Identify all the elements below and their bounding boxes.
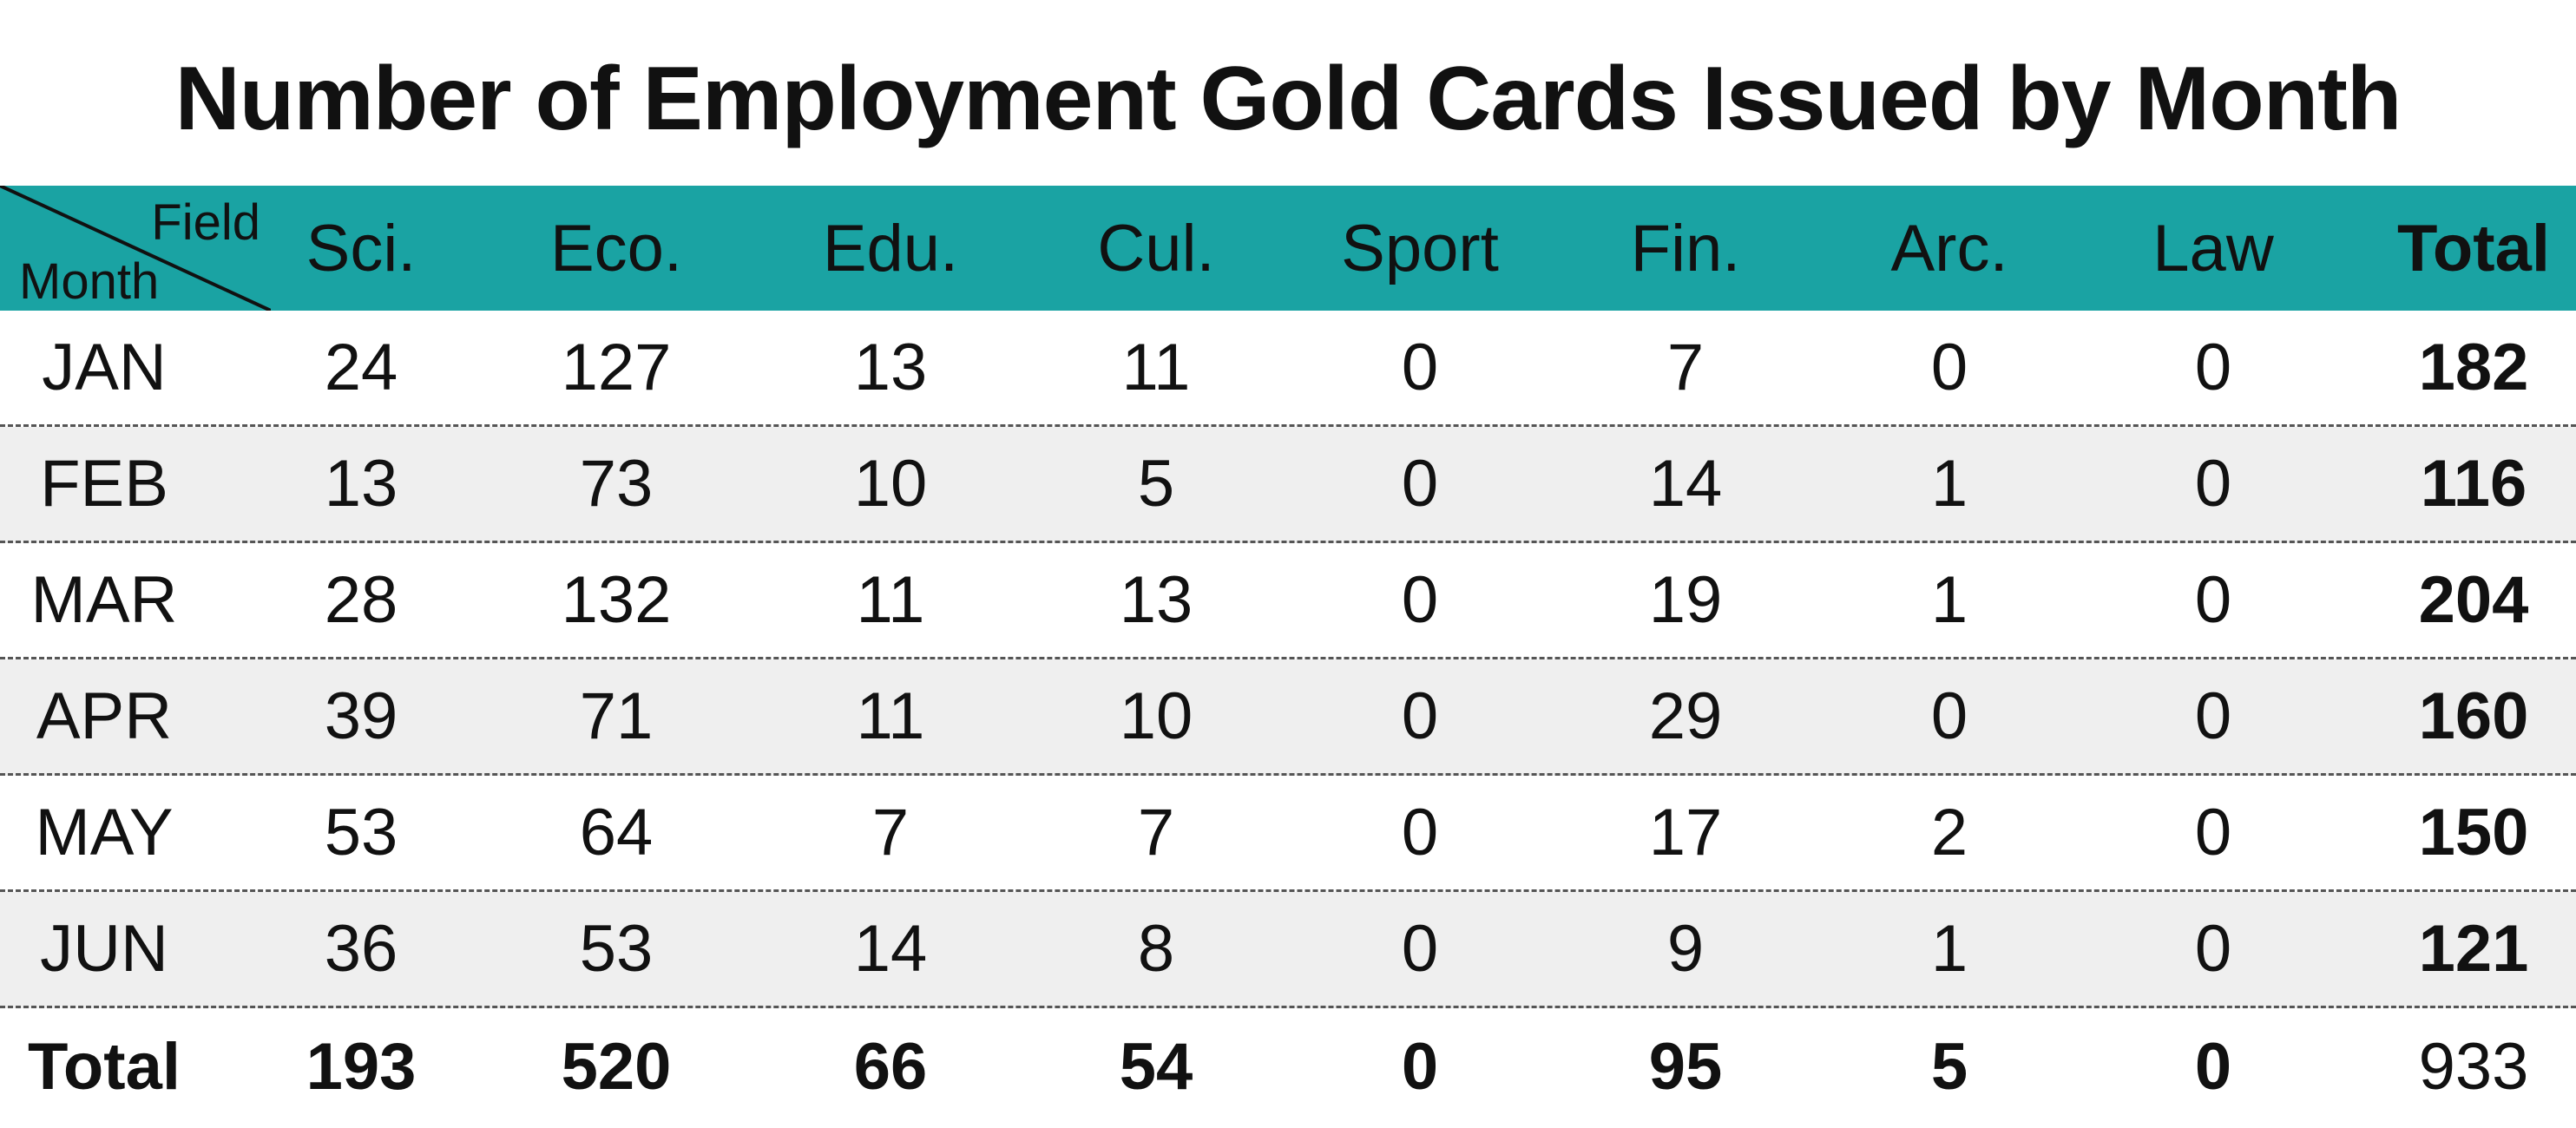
table-cell: 0: [2194, 679, 2232, 753]
table-row: MAY 53 64 7 7 0 17 2 0 150: [0, 776, 2576, 892]
column-header-cul: Cul.: [1097, 211, 1215, 285]
table-cell: 64: [579, 796, 654, 869]
table-cell: 0: [2194, 447, 2232, 521]
grand-total-cell: 933: [2418, 1029, 2529, 1104]
data-table: Field Month Sci. Eco. Edu. Cul. Sport Fin. Arc…: [0, 186, 2576, 1125]
table-cell: 14: [853, 912, 928, 986]
column-header-arc: Arc.: [1890, 211, 2008, 285]
table-cell: 1: [1930, 447, 1968, 521]
table-cell: 7: [1137, 796, 1175, 869]
column-header-total: Total: [2397, 211, 2550, 285]
table-cell: 10: [853, 447, 928, 521]
table-cell: 73: [579, 447, 654, 521]
column-header-fin: Fin.: [1630, 211, 1741, 285]
table-cell: 127: [561, 331, 672, 404]
table-cell: 132: [561, 563, 672, 637]
table-cell: 19: [1648, 563, 1723, 637]
table-cell: 0: [1401, 912, 1439, 986]
table-cell: 36: [324, 912, 398, 986]
row-total-cell: 150: [2418, 796, 2529, 869]
column-header-sci: Sci.: [306, 211, 417, 285]
table-cell: 7: [871, 796, 910, 869]
table-cell: 2: [1930, 796, 1968, 869]
corner-diagonal-line: [0, 186, 271, 311]
total-row-label: Total: [28, 1029, 181, 1104]
table-cell: 53: [324, 796, 398, 869]
row-label: JUN: [40, 912, 168, 986]
table-cell: 5: [1137, 447, 1175, 521]
table-row: FEB 13 73 10 5 0 14 1 0 116: [0, 427, 2576, 543]
column-total-cell: 95: [1648, 1029, 1723, 1104]
column-total-cell: 0: [1401, 1029, 1439, 1104]
table-cell: 13: [853, 331, 928, 404]
row-total-cell: 121: [2418, 912, 2529, 986]
table-cell: 0: [1401, 796, 1439, 869]
table-cell: 13: [324, 447, 398, 521]
table-cell: 14: [1648, 447, 1723, 521]
row-label: JAN: [42, 331, 167, 404]
corner-month-label: Month: [19, 253, 160, 310]
table-cell: 7: [1666, 331, 1705, 404]
row-total-cell: 182: [2418, 331, 2529, 404]
table-cell: 0: [1401, 447, 1439, 521]
table-row: JUN 36 53 14 8 0 9 1 0 121: [0, 892, 2576, 1008]
table-cell: 29: [1648, 679, 1723, 753]
table-cell: 0: [2194, 563, 2232, 637]
column-header-law: Law: [2152, 211, 2274, 285]
table-cell: 39: [324, 679, 398, 753]
column-total-cell: 0: [2194, 1029, 2232, 1104]
row-label: APR: [36, 679, 173, 753]
table-cell: 11: [856, 563, 925, 637]
table-cell: 13: [1119, 563, 1193, 637]
table-cell: 8: [1137, 912, 1175, 986]
column-header-edu: Edu.: [822, 211, 959, 285]
column-header-sport: Sport: [1341, 211, 1499, 285]
table-cell: 1: [1930, 912, 1968, 986]
table-cell: 71: [579, 679, 654, 753]
row-total-cell: 204: [2418, 563, 2529, 637]
column-total-cell: 66: [853, 1029, 928, 1104]
table-cell: 0: [2194, 796, 2232, 869]
table-cell: 0: [2194, 331, 2232, 404]
table-cell: 0: [2194, 912, 2232, 986]
corner-header-cell: Field Month: [0, 186, 271, 311]
table-cell: 9: [1666, 912, 1705, 986]
table-cell: 0: [1401, 331, 1439, 404]
total-row: Total 193 520 66 54 0 95 5 0 933: [0, 1008, 2576, 1125]
row-total-cell: 160: [2418, 679, 2529, 753]
row-label: MAY: [35, 796, 174, 869]
table-cell: 1: [1930, 563, 1968, 637]
table-header-row: Field Month Sci. Eco. Edu. Cul. Sport Fin. Arc…: [0, 186, 2576, 311]
table-row: APR 39 71 11 10 0 29 0 0 160: [0, 659, 2576, 776]
column-total-cell: 5: [1930, 1029, 1968, 1104]
column-total-cell: 193: [306, 1029, 417, 1104]
column-total-cell: 54: [1119, 1029, 1193, 1104]
table-cell: 0: [1401, 563, 1439, 637]
table-cell: 11: [1121, 331, 1191, 404]
column-header-eco: Eco.: [549, 211, 683, 285]
corner-field-label: Field: [151, 194, 260, 251]
table-row: JAN 24 127 13 11 0 7 0 0 182: [0, 311, 2576, 427]
table-cell: 11: [856, 679, 925, 753]
row-label: MAR: [30, 563, 178, 637]
table-cell: 0: [1401, 679, 1439, 753]
table-cell: 28: [324, 563, 398, 637]
column-total-cell: 520: [561, 1029, 672, 1104]
table-cell: 24: [324, 331, 398, 404]
table-cell: 53: [579, 912, 654, 986]
row-total-cell: 116: [2420, 447, 2527, 521]
table-cell: 0: [1930, 679, 1968, 753]
row-label: FEB: [40, 447, 168, 521]
chart-title: Number of Employment Gold Cards Issued b…: [174, 49, 2402, 149]
table-cell: 0: [1930, 331, 1968, 404]
table-cell: 10: [1119, 679, 1193, 753]
table-row: MAR 28 132 11 13 0 19 1 0 204: [0, 543, 2576, 659]
table-cell: 17: [1648, 796, 1723, 869]
